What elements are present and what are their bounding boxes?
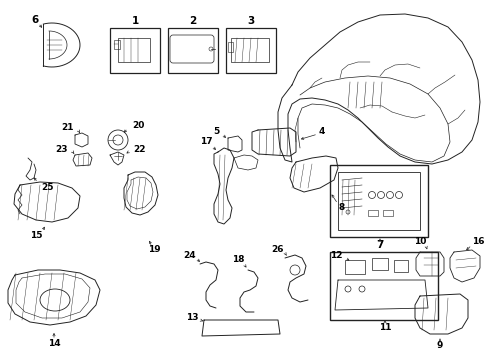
- Text: 16: 16: [471, 238, 483, 247]
- Text: 15: 15: [30, 230, 42, 239]
- Text: 12: 12: [329, 252, 342, 261]
- Text: 23: 23: [56, 144, 68, 153]
- Text: 17: 17: [199, 138, 212, 147]
- Bar: [168, 28, 218, 73]
- Text: 2: 2: [189, 16, 196, 26]
- Text: 22: 22: [134, 144, 146, 153]
- Text: 21: 21: [61, 122, 74, 131]
- Text: 19: 19: [147, 246, 160, 255]
- Bar: [227, 42, 232, 52]
- Bar: [345, 260, 364, 274]
- Bar: [329, 165, 427, 237]
- Bar: [230, 38, 268, 62]
- Text: 20: 20: [132, 122, 144, 130]
- Text: 7: 7: [376, 240, 383, 250]
- Text: 11: 11: [378, 324, 390, 333]
- Bar: [114, 40, 120, 49]
- Bar: [393, 260, 407, 272]
- Text: 1: 1: [131, 16, 138, 26]
- Text: 6: 6: [31, 15, 39, 25]
- Text: 13: 13: [185, 314, 198, 323]
- Bar: [225, 28, 275, 73]
- Bar: [118, 38, 150, 62]
- Bar: [337, 172, 419, 230]
- Text: 24: 24: [183, 251, 196, 260]
- Text: 18: 18: [231, 256, 244, 265]
- Text: 9: 9: [436, 342, 442, 351]
- Text: 8: 8: [338, 202, 345, 211]
- Text: 3: 3: [247, 16, 254, 26]
- Bar: [382, 210, 392, 216]
- Text: 26: 26: [271, 246, 284, 255]
- Bar: [371, 258, 387, 270]
- Text: 14: 14: [48, 339, 60, 348]
- Text: 4: 4: [318, 127, 325, 136]
- Text: 25: 25: [41, 184, 54, 193]
- Bar: [329, 252, 437, 320]
- Text: 10: 10: [413, 238, 426, 247]
- Bar: [110, 28, 160, 73]
- Bar: [367, 210, 377, 216]
- Text: 5: 5: [212, 126, 219, 135]
